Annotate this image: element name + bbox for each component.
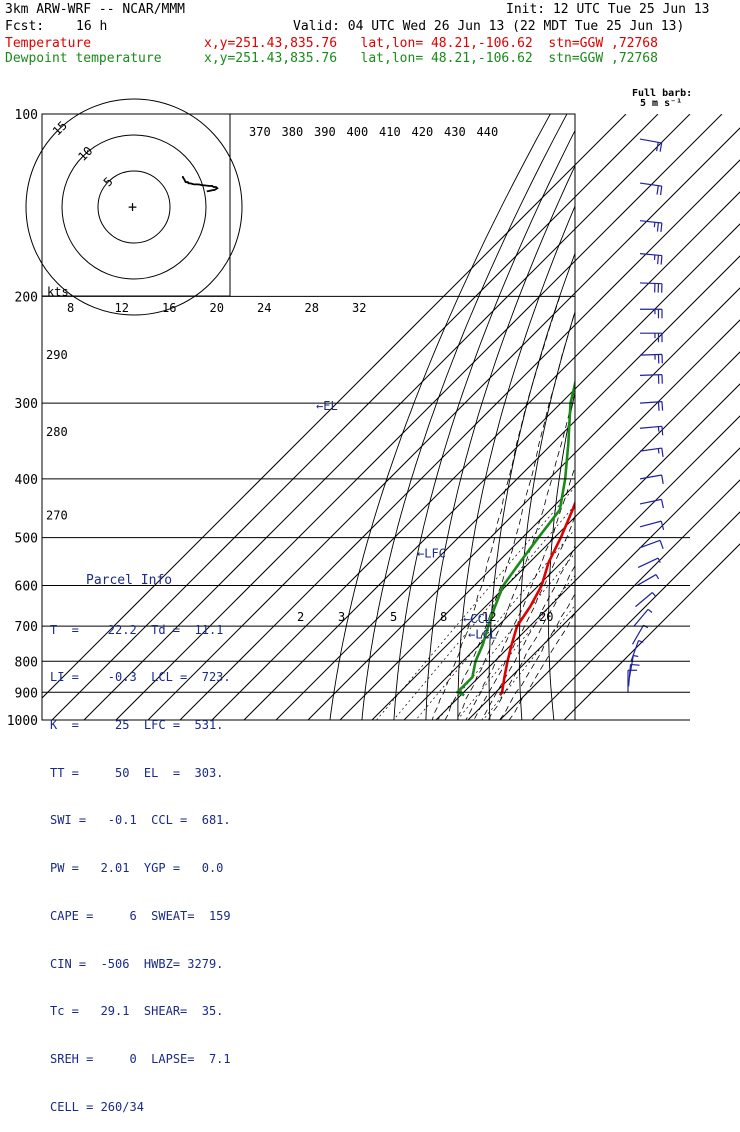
- parcel-row: TT = 50 EL = 303.: [50, 766, 231, 782]
- dry-adiabat-line: [577, 114, 683, 720]
- parcel-row: K = 25 LFC = 531.: [50, 718, 231, 734]
- pressure-tick-label: 500: [15, 532, 38, 547]
- mixing-ratio-label: 12: [115, 301, 129, 315]
- kts-label: kts: [47, 285, 69, 299]
- parcel-row: SWI = -0.1 CCL = 681.: [50, 813, 231, 829]
- mixing-ratio-label: 5: [390, 610, 397, 624]
- theta-label: 270: [46, 509, 68, 523]
- theta-label: 410: [379, 125, 401, 139]
- parcel-row: CAPE = 6 SWEAT= 159: [50, 909, 231, 925]
- dry-adiabat-line: [549, 114, 667, 720]
- moist-adiabat-line: [509, 296, 740, 720]
- mixing-ratio-label: 3: [338, 610, 345, 624]
- mixing-ratio-label: 20: [539, 610, 553, 624]
- parcel-row: T = 22.2 Td = 11.1: [50, 623, 231, 639]
- wind-barb: [640, 333, 662, 342]
- parcel-info-panel: Parcel Info T = 22.2 Td = 11.1 LI = -0.3…: [50, 541, 231, 1132]
- isotherm-line: [372, 114, 740, 720]
- parcel-info-title: Parcel Info: [86, 573, 231, 589]
- dry-adiabat-line: [631, 114, 716, 720]
- parcel-row: LI = -0.3 LCL = 723.: [50, 670, 231, 686]
- hodograph-ring-label: 5: [101, 174, 116, 189]
- theta-label: 400: [347, 125, 369, 139]
- theta-label: 370: [249, 125, 271, 139]
- wind-barb: [640, 354, 662, 363]
- dry-adiabat-line: [426, 114, 600, 720]
- pressure-tick-label: 200: [15, 290, 38, 305]
- parcel-row: CELL = 260/34: [50, 1100, 231, 1116]
- wind-barb: [640, 426, 663, 435]
- isotherm-line: [180, 114, 740, 720]
- theta-label: 420: [412, 125, 434, 139]
- hodograph-center-icon: +: [128, 198, 137, 216]
- mixing-ratio-line: [416, 479, 618, 720]
- wind-barb: [640, 375, 662, 384]
- mixing-ratio-label: 28: [305, 301, 319, 315]
- level-marker-lfc: ←LFC: [417, 546, 446, 560]
- mixing-ratio-label: 32: [352, 301, 366, 315]
- mixing-ratio-label: 2: [297, 610, 304, 624]
- parcel-row: Tc = 29.1 SHEAR= 35.: [50, 1004, 231, 1020]
- isotherm-line: [500, 114, 740, 720]
- wind-barb: [640, 309, 662, 318]
- wind-barb: [640, 221, 662, 232]
- pressure-tick-label: 300: [15, 397, 38, 412]
- pressure-tick-label: 400: [15, 473, 38, 488]
- isotherm-line: [532, 114, 740, 720]
- pressure-tick-label: 700: [15, 620, 38, 635]
- parcel-row: PW = 2.01 YGP = 0.0: [50, 861, 231, 877]
- mixing-ratio-label: 24: [257, 301, 271, 315]
- dewpoint-trace: [457, 114, 740, 695]
- theta-label: 280: [46, 425, 68, 439]
- level-marker-lcl: ←LCL: [468, 628, 497, 642]
- pressure-tick-label: 100: [15, 108, 38, 123]
- mixing-ratio-label: 16: [162, 301, 176, 315]
- pressure-tick-label: 1000: [7, 714, 38, 729]
- pressure-tick-label: 900: [15, 686, 38, 701]
- hodograph-trace: [182, 177, 217, 192]
- wind-barb: [640, 475, 663, 484]
- theta-label: 380: [282, 125, 304, 139]
- theta-label: 430: [444, 125, 466, 139]
- theta-label: 440: [477, 125, 499, 139]
- temperature-trace: [500, 114, 740, 695]
- mixing-ratio-label: 20: [210, 301, 224, 315]
- pressure-tick-label: 800: [15, 655, 38, 670]
- parcel-row: SREH = 0 LAPSE= 7.1: [50, 1052, 231, 1068]
- dry-adiabat-line: [707, 114, 740, 720]
- theta-label: 290: [46, 348, 68, 362]
- pressure-tick-label: 600: [15, 580, 38, 595]
- isotherm-line: [148, 114, 740, 720]
- wind-barb: [640, 283, 662, 293]
- wind-barb: [640, 448, 663, 457]
- wind-barb: [640, 402, 663, 411]
- mixing-ratio-label: 8: [440, 610, 447, 624]
- wind-barb: [640, 254, 662, 265]
- level-marker-el: ←EL: [316, 399, 338, 413]
- parcel-row: CIN = -506 HWBZ= 3279.: [50, 957, 231, 973]
- isotherm-line: [340, 114, 740, 720]
- dry-adiabat-line: [362, 114, 567, 720]
- level-marker-ccl: ←CCL: [463, 612, 492, 626]
- dry-adiabat-line: [682, 114, 740, 720]
- theta-label: 390: [314, 125, 336, 139]
- mixing-ratio-label: 8: [67, 301, 74, 315]
- mixing-ratio-line: [377, 479, 582, 720]
- wind-barb: [634, 609, 652, 626]
- isotherm-line: [468, 114, 740, 720]
- dry-adiabat-line: [604, 114, 699, 720]
- wind-barb-unit: 5 m s⁻¹: [640, 98, 682, 109]
